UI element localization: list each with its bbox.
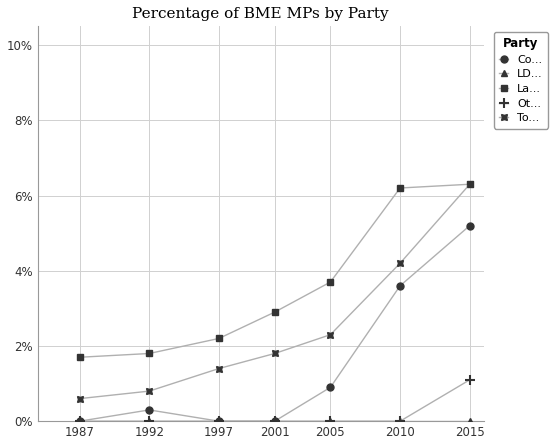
- Title: Percentage of BME MPs by Party: Percentage of BME MPs by Party: [133, 7, 389, 21]
- Legend: Co..., LD..., La..., Ot..., To...: Co..., LD..., La..., Ot..., To...: [494, 32, 548, 129]
